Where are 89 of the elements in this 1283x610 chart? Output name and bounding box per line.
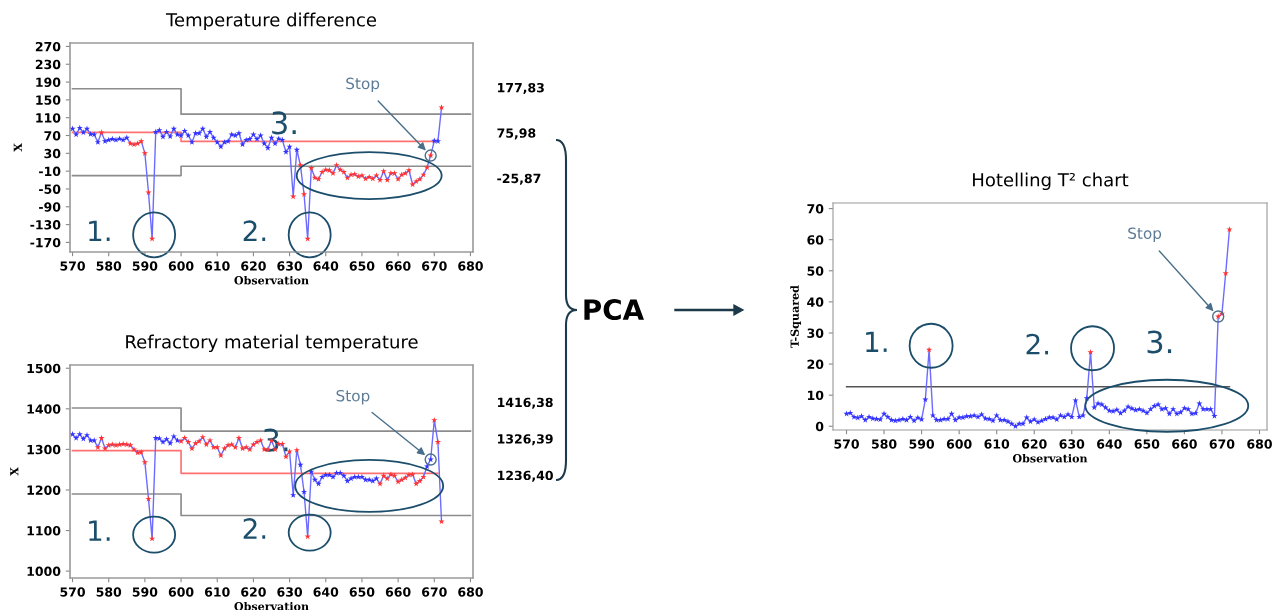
annotation: 2. — [243, 220, 266, 241]
x-tick-label: 600 — [168, 587, 194, 597]
y-tick-label: 190 — [36, 77, 61, 87]
x-tick-label: 650 — [1134, 439, 1160, 449]
x-tick-label: 600 — [946, 439, 972, 449]
y-tick-label: 70 — [44, 130, 61, 141]
annotation: 1. — [89, 220, 110, 241]
x-tick-label: 590 — [132, 261, 158, 271]
x-tick-label: 670 — [422, 587, 447, 597]
x-tick-label: 600 — [168, 261, 194, 271]
y-tick-label: 270 — [35, 41, 61, 52]
y-tick-label: -170 — [30, 237, 61, 248]
x-tick-label: 650 — [349, 261, 375, 271]
annotation: 2. — [243, 518, 266, 539]
x-tick-label: 680 — [458, 587, 483, 597]
chart-title: Hotelling T² chart — [973, 172, 1129, 191]
y2-tick-label: 1236,40 — [498, 470, 553, 482]
x-tick-label: 580 — [96, 587, 122, 597]
annotation: Stop — [336, 389, 370, 405]
y-tick-label: 1000 — [27, 566, 61, 577]
x-tick-label: 660 — [1172, 439, 1197, 449]
x-tick-label: 630 — [277, 261, 303, 271]
y-axis-title: T-Squared — [790, 285, 802, 348]
y-tick-label: 1200 — [27, 485, 61, 495]
x-tick-label: 640 — [313, 587, 339, 597]
y-tick-label: 10 — [807, 390, 824, 401]
x-tick-label: 580 — [871, 439, 897, 449]
chart-title: Refractory material temperature — [126, 334, 418, 353]
y-tick-label: 1500 — [27, 363, 61, 374]
y-tick-label: 70 — [807, 204, 824, 214]
y-tick-label: -50 — [39, 184, 61, 194]
x-tick-label: 660 — [385, 587, 411, 597]
y-tick-label: 230 — [35, 59, 61, 70]
x-tick-label: 610 — [984, 439, 1010, 449]
y-axis-title: X — [13, 143, 22, 152]
y2-tick-label: 1326,39 — [498, 434, 553, 446]
x-tick-label: 630 — [1059, 439, 1085, 449]
y-tick-label: 1300 — [27, 444, 61, 455]
chart-title: Temperature difference — [165, 12, 377, 31]
x-tick-label: 620 — [241, 587, 266, 597]
y-tick-label: 50 — [807, 266, 824, 276]
annotation: 3. — [272, 111, 296, 135]
x-tick-label: 670 — [422, 261, 447, 271]
x-tick-label: 580 — [96, 261, 122, 271]
y-tick-label: 30 — [44, 148, 61, 159]
x-tick-label: 610 — [204, 587, 230, 597]
y-tick-label: 40 — [807, 297, 824, 307]
annotation: 2. — [1026, 333, 1049, 355]
x-tick-label: 660 — [385, 261, 411, 271]
x-tick-label: 630 — [277, 587, 303, 597]
y-tick-label: 20 — [807, 359, 824, 369]
y-tick-label: 1400 — [27, 404, 61, 414]
annotation: 1. — [866, 331, 887, 352]
x-tick-label: 570 — [60, 587, 85, 597]
annotation: 3. — [1147, 330, 1172, 354]
y-tick-label: -90 — [39, 202, 61, 212]
y2-tick-label: 1416,38 — [498, 397, 553, 409]
x-axis-title: Observation — [234, 275, 309, 285]
y-tick-label: 1100 — [27, 526, 61, 536]
x-tick-label: 610 — [204, 261, 230, 271]
x-tick-label: 640 — [313, 261, 339, 271]
x-tick-label: 570 — [834, 439, 859, 449]
x-axis-title: Observation — [1012, 453, 1088, 463]
y2-tick-label: 75,98 — [497, 128, 536, 140]
x-tick-label: 590 — [132, 587, 158, 597]
y2-tick-label: -25,87 — [497, 173, 541, 185]
x-tick-label: 620 — [1021, 439, 1047, 449]
y-tick-label: -130 — [30, 220, 61, 230]
x-tick-label: 640 — [1097, 439, 1122, 449]
x-tick-label: 680 — [458, 261, 483, 271]
y-tick-label: 30 — [807, 328, 824, 338]
y2-tick-label: 177,83 — [498, 82, 544, 95]
y-tick-label: -10 — [39, 166, 61, 177]
annotation: Stop — [1128, 227, 1162, 242]
x-tick-label: 670 — [1209, 439, 1235, 449]
x-tick-label: 590 — [909, 439, 935, 449]
y-tick-label: 60 — [807, 235, 824, 245]
text: PCA — [584, 299, 644, 321]
y-tick-label: 0 — [815, 421, 824, 432]
x-tick-label: 680 — [1247, 439, 1272, 449]
y-tick-label: 150 — [36, 95, 61, 105]
x-tick-label: 570 — [60, 261, 85, 271]
y-axis-title: X — [10, 467, 19, 476]
x-axis-title: Observation — [234, 601, 309, 610]
x-tick-label: 620 — [241, 261, 266, 271]
annotation: 1. — [89, 520, 110, 541]
x-tick-label: 650 — [349, 587, 375, 597]
y-tick-label: 110 — [36, 113, 61, 123]
annotation: Stop — [346, 77, 380, 93]
